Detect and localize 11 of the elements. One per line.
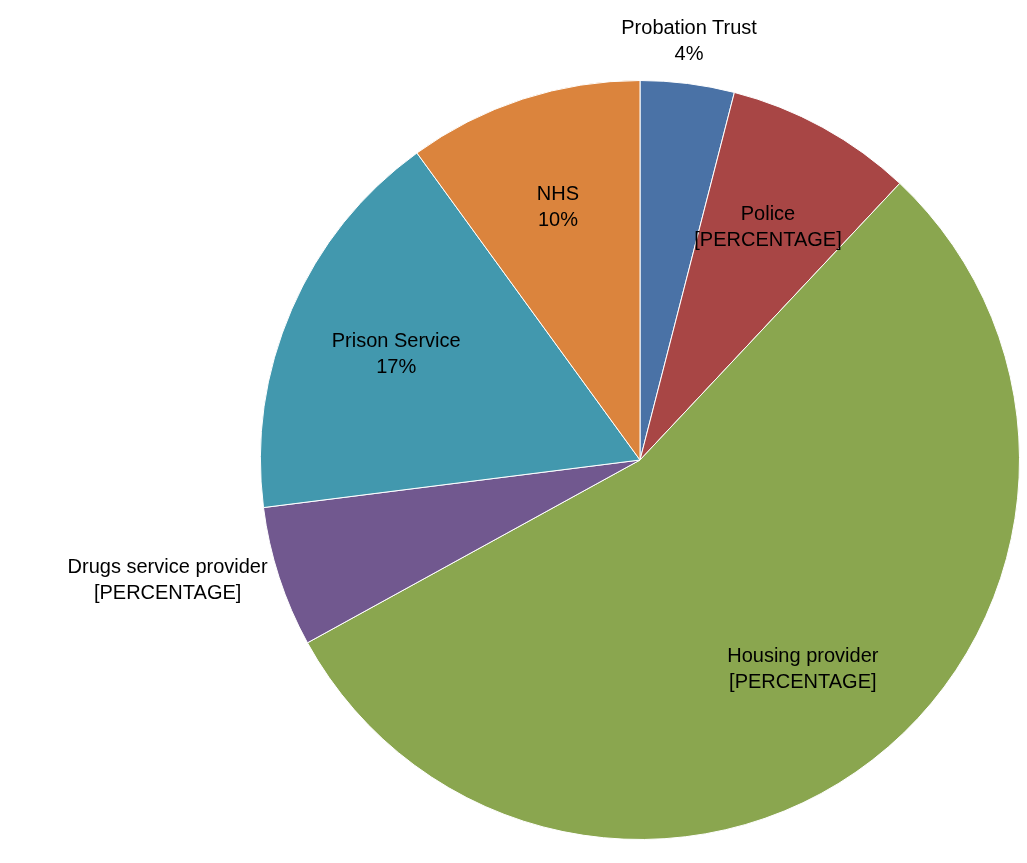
slice-label: Police <box>740 201 796 224</box>
slice-label: NHS <box>536 181 580 204</box>
slice-label: Drugs service provider <box>67 555 268 578</box>
slice-label: Housing provider <box>727 644 879 667</box>
data-label: [PERCENTAGE] <box>729 670 877 693</box>
slice-label: Probation Trust <box>621 16 758 39</box>
data-label: 17% <box>376 355 417 378</box>
data-label: 4% <box>674 42 704 65</box>
slice-label: Prison Service <box>331 329 461 352</box>
data-label: 10% <box>537 207 579 230</box>
data-label: [PERCENTAGE] <box>93 581 242 604</box>
